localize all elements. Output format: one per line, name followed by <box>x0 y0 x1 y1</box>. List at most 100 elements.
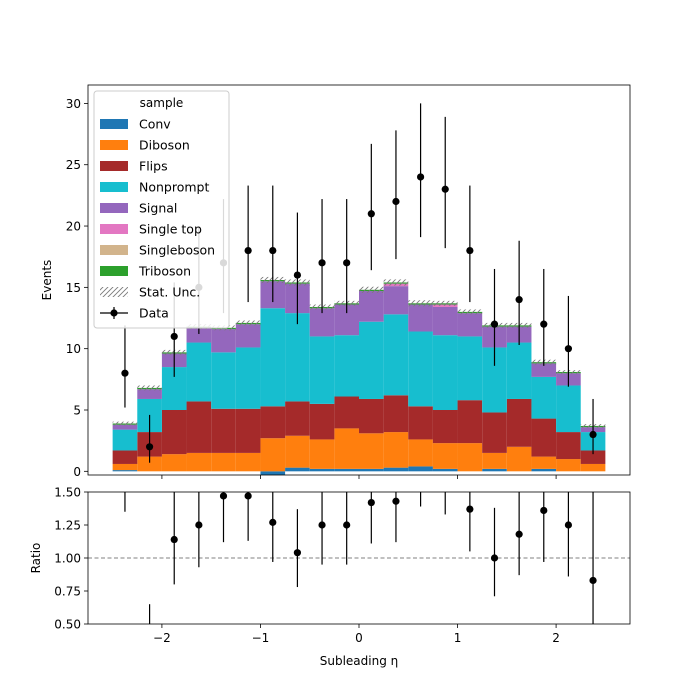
xtick-label-1: −1 <box>252 631 270 645</box>
legend-label-stat-unc: Stat. Unc. <box>139 285 200 300</box>
data-point-9 <box>343 259 351 267</box>
bar-conv-9 <box>334 468 359 472</box>
legend-label-singleboson: Singleboson <box>139 243 215 258</box>
stat-unc-bin-5 <box>235 320 261 326</box>
bar-diboson-16 <box>506 446 532 472</box>
bar-diboson-6 <box>260 438 286 472</box>
main-x-ticks <box>161 475 557 479</box>
bar-nonprompt-18 <box>556 385 581 433</box>
legend-swatch-conv <box>100 119 128 129</box>
stat-unc-bin-14 <box>457 309 483 315</box>
ratio-point-11 <box>392 497 400 505</box>
bar-conv-13 <box>432 468 458 472</box>
legend-label-data: Data <box>139 306 169 321</box>
xtick-label-0: −2 <box>153 631 171 645</box>
bar-diboson-19 <box>580 463 606 472</box>
data-point-18 <box>564 345 573 353</box>
bar-flips-2 <box>161 410 187 455</box>
legend-swatch-triboson <box>100 266 128 276</box>
bar-nonprompt-16 <box>506 342 532 399</box>
data-point-5 <box>244 246 252 255</box>
bar-flips-8 <box>309 403 335 440</box>
bar-signal-14 <box>457 313 483 337</box>
bar-signal-0 <box>112 424 138 430</box>
bar-nonprompt-13 <box>432 335 458 410</box>
bar-nonprompt-11 <box>383 314 409 396</box>
data-point-2 <box>170 332 178 341</box>
ratio-point-10 <box>367 498 375 507</box>
bar-nonprompt-9 <box>334 335 359 397</box>
bar-diboson-13 <box>432 443 458 469</box>
stat-unc-bin-12 <box>408 300 433 307</box>
bar-flips-5 <box>235 408 261 453</box>
stat-unc-bin-1 <box>137 385 162 391</box>
bar-diboson-5 <box>235 452 261 472</box>
bar-conv-11 <box>383 467 409 472</box>
data-point-10 <box>367 210 375 218</box>
legend-label-triboson: Triboson <box>138 264 191 279</box>
bar-nonprompt-6 <box>260 308 286 407</box>
legend-swatch-data <box>110 309 118 317</box>
data-point-13 <box>441 185 449 193</box>
bar-signal-13 <box>432 306 458 336</box>
bar-flips-6 <box>260 406 286 439</box>
stat-unc-bin-11 <box>383 279 409 286</box>
bar-flips-13 <box>432 410 458 444</box>
bar-nonprompt-10 <box>359 321 384 399</box>
bar-flips-3 <box>186 401 212 453</box>
ratio-ytick-label-0: 0.50 <box>54 618 81 632</box>
bar-diboson-1 <box>137 456 162 472</box>
legend-label-signal: Signal <box>139 201 177 216</box>
ratio-ytick-label-2: 1.00 <box>54 552 81 566</box>
xtick-label-4: 2 <box>552 631 560 645</box>
bar-flips-4 <box>211 408 236 453</box>
xtick-label-3: 1 <box>454 631 462 645</box>
main-ytick-label-3: 15 <box>66 281 81 295</box>
data-point-16 <box>515 296 523 304</box>
bar-diboson-2 <box>161 454 187 472</box>
ratio-point-9 <box>343 521 351 529</box>
legend-entries: Conv Diboson Flips Nonprompt Signal Single to… <box>100 117 215 321</box>
bar-conv-7 <box>285 467 310 472</box>
ratio-point-16 <box>515 530 523 538</box>
ratio-point-19 <box>589 576 597 585</box>
main-ytick-label-0: 0 <box>73 465 81 479</box>
ratio-point-5 <box>244 492 252 500</box>
bar-conv-10 <box>359 468 384 472</box>
main-y-axis-label: Events <box>40 260 54 301</box>
data-point-11 <box>392 197 400 206</box>
bar-flips-12 <box>408 406 433 440</box>
ratio-points <box>124 492 597 624</box>
ratio-point-18 <box>564 521 573 529</box>
main-ytick-label-6: 30 <box>66 97 81 111</box>
bar-conv-8 <box>309 468 335 472</box>
ratio-plot-panel: 0.50 0.75 1.00 1.25 1.50 −2 −1 0 1 2 Ratio Suble… <box>29 486 631 668</box>
xtick-label-2: 0 <box>355 631 363 645</box>
bar-flips-11 <box>383 395 409 433</box>
bar-diboson-12 <box>408 439 433 467</box>
bar-diboson-9 <box>334 428 359 469</box>
legend-label-conv: Conv <box>139 117 171 132</box>
bar-signal-12 <box>408 304 433 332</box>
bar-flips-15 <box>482 412 507 453</box>
bar-flips-7 <box>285 401 310 436</box>
data-point-6 <box>269 246 277 255</box>
bar-diboson-4 <box>211 452 236 472</box>
bar-signal-11 <box>383 286 409 315</box>
legend-label-flips: Flips <box>139 159 168 174</box>
bar-nonprompt-5 <box>235 347 261 409</box>
legend-title: sample <box>140 96 184 110</box>
stat-unc-bin-0 <box>112 421 138 426</box>
bar-signal-3 <box>186 327 212 343</box>
bar-conv-15 <box>482 468 507 472</box>
ratio-point-4 <box>219 492 228 500</box>
bar-flips-19 <box>580 450 606 464</box>
bar-nonprompt-12 <box>408 331 433 407</box>
bar-nonprompt-17 <box>531 376 557 419</box>
data-point-19 <box>589 430 597 439</box>
bar-diboson-15 <box>482 452 507 469</box>
bar-nonprompt-4 <box>211 352 236 409</box>
legend-swatch-stat-unc <box>100 287 128 297</box>
main-ytick-label-1: 5 <box>73 404 81 418</box>
bar-flips-9 <box>334 396 359 429</box>
